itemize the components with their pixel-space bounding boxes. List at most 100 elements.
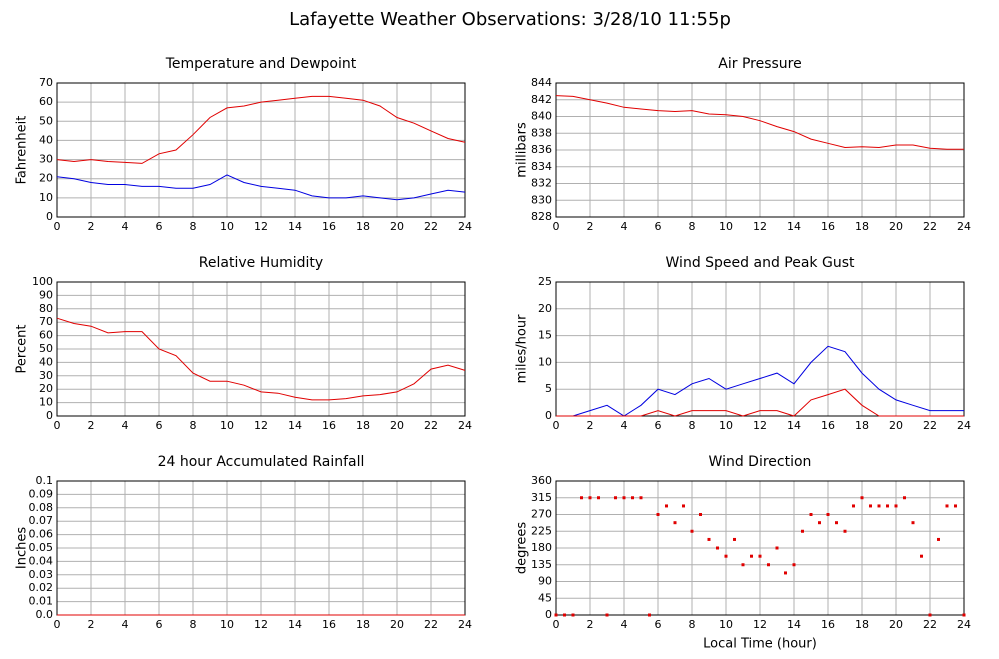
y-tick-label: 270	[531, 508, 552, 521]
y-tick-label: 0.07	[29, 514, 54, 527]
y-tick-label: 836	[531, 143, 552, 156]
y-tick-label: 834	[531, 160, 552, 173]
y-tick-label: 0.08	[29, 501, 54, 514]
point	[784, 571, 787, 575]
point	[860, 496, 864, 500]
point	[597, 496, 600, 500]
y-tick-label: 840	[531, 110, 552, 123]
y-axis-label: Percent	[15, 325, 30, 374]
y-tick-label: 0.02	[29, 581, 54, 594]
point	[886, 504, 889, 508]
y-axis-label: millibars	[515, 122, 530, 178]
x-tick-label: 22	[424, 220, 438, 233]
x-tick-label: 0	[54, 220, 61, 233]
point	[775, 546, 779, 550]
x-tick-label: 2	[88, 220, 95, 233]
x-tick-label: 8	[689, 419, 696, 432]
point	[818, 521, 821, 525]
x-tick-label: 16	[322, 220, 336, 233]
x-tick-label: 8	[689, 618, 696, 631]
point	[614, 496, 617, 500]
point	[852, 504, 855, 508]
y-tick-label: 838	[531, 126, 552, 139]
x-tick-label: 20	[390, 220, 404, 233]
y-axis-label: miles/hour	[515, 314, 530, 383]
x-tick-label: 14	[787, 220, 801, 233]
point	[903, 496, 906, 500]
y-tick-label: 842	[531, 93, 552, 106]
point	[716, 546, 719, 550]
x-tick-label: 16	[821, 419, 835, 432]
y-tick-label: 20	[39, 382, 53, 395]
x-tick-label: 0	[553, 220, 560, 233]
x-tick-label: 10	[220, 618, 234, 631]
x-tick-label: 14	[787, 419, 801, 432]
y-tick-label: 180	[531, 541, 552, 554]
y-tick-label: 828	[531, 210, 552, 223]
x-tick-label: 6	[655, 419, 662, 432]
plot-frame	[56, 281, 466, 417]
x-tick-label: 16	[821, 618, 835, 631]
y-tick-label: 0.06	[29, 528, 54, 541]
point	[877, 504, 881, 508]
y-tick-label: 0.04	[29, 554, 54, 567]
y-tick-label: 50	[39, 342, 53, 355]
y-tick-label: 0.01	[29, 595, 54, 608]
y-tick-label: 15	[538, 329, 552, 342]
y-tick-label: 30	[39, 369, 53, 382]
point	[665, 504, 668, 508]
x-tick-label: 14	[288, 220, 302, 233]
point	[605, 613, 609, 617]
x-tick-label: 12	[753, 220, 767, 233]
y-tick-label: 10	[538, 355, 552, 368]
y-tick-label: 844	[531, 76, 552, 89]
x-tick-label: 24	[458, 220, 472, 233]
point	[656, 513, 660, 516]
x-tick-label: 10	[220, 419, 234, 432]
x-tick-label: 20	[889, 618, 903, 631]
y-tick-label: 90	[39, 288, 53, 301]
x-tick-label: 2	[587, 220, 594, 233]
x-tick-label: 2	[587, 618, 594, 631]
point	[954, 504, 957, 508]
y-tick-label: 30	[39, 153, 53, 166]
point	[648, 613, 651, 617]
x-tick-label: 22	[923, 419, 937, 432]
point	[580, 496, 583, 500]
chart-title: Wind Direction	[709, 454, 812, 470]
x-tick-label: 2	[88, 419, 95, 432]
series-line	[555, 95, 964, 150]
point	[588, 496, 592, 500]
plot-frame	[555, 281, 965, 417]
point	[911, 521, 915, 525]
x-tick-label: 14	[288, 419, 302, 432]
x-axis-label: Local Time (hour)	[703, 637, 817, 652]
x-tick-label: 24	[957, 618, 971, 631]
point	[758, 554, 762, 558]
plot-frame	[56, 82, 466, 218]
chart-title: Relative Humidity	[199, 255, 323, 271]
x-tick-label: 6	[156, 618, 163, 631]
x-tick-label: 22	[923, 618, 937, 631]
page-title: Lafayette Weather Observations: 3/28/10 …	[289, 9, 731, 30]
y-tick-label: 0	[46, 409, 53, 422]
y-tick-label: 40	[39, 133, 53, 146]
x-tick-label: 0	[553, 618, 560, 631]
x-tick-label: 22	[424, 419, 438, 432]
point	[945, 504, 949, 508]
y-tick-label: 360	[531, 474, 552, 487]
x-tick-label: 10	[719, 618, 733, 631]
y-tick-label: 70	[39, 315, 53, 328]
x-tick-label: 4	[621, 220, 628, 233]
x-tick-label: 2	[587, 419, 594, 432]
point	[682, 504, 685, 508]
y-tick-label: 20	[538, 302, 552, 315]
y-tick-label: 10	[39, 191, 53, 204]
y-tick-label: 5	[545, 382, 552, 395]
point	[962, 613, 966, 617]
chart-title: Temperature and Dewpoint	[165, 56, 357, 72]
point	[767, 563, 770, 567]
x-tick-label: 0	[54, 618, 61, 631]
y-tick-label: 100	[32, 275, 53, 288]
